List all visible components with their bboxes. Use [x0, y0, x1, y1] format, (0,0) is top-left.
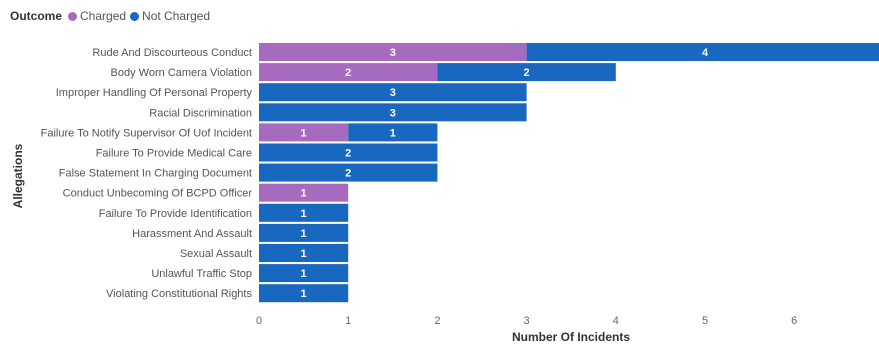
data-label-not-charged-false-statement-in-charging-document: 2: [345, 168, 351, 180]
legend-title: Outcome: [10, 9, 63, 23]
bar-not-charged-failure-to-provide-medical-care[interactable]: [259, 143, 438, 162]
bar-not-charged-body-worn-camera-violation[interactable]: [437, 63, 616, 82]
legend-label-not-charged: Not Charged: [142, 9, 211, 23]
bars-group: 3 4 2 2 3 3 1 1 2 2 1 1 1 1 1 1: [259, 43, 879, 303]
data-label-not-charged-harassment-and-assault: 1: [301, 228, 307, 240]
data-label-charged-body-worn-camera-violation: 2: [345, 67, 351, 79]
legend-label-charged: Charged: [80, 9, 127, 23]
bar-not-charged-harassment-and-assault[interactable]: [259, 223, 349, 242]
category-label-unlawful-traffic-stop: Unlawful Traffic Stop: [151, 268, 252, 280]
bar-charged-conduct-unbecoming-of-bcpd-officer[interactable]: [259, 183, 349, 202]
bar-not-charged-violating-constitutional-rights[interactable]: [259, 284, 349, 303]
bar-not-charged-failure-to-provide-identification[interactable]: [259, 203, 349, 222]
data-label-not-charged-rude-and-discourteous-conduct: 4: [702, 47, 709, 59]
legend-item-not-charged[interactable]: Not Charged: [130, 9, 210, 23]
data-label-not-charged-unlawful-traffic-stop: 1: [301, 268, 307, 280]
legend-item-charged[interactable]: Charged: [68, 9, 126, 23]
bar-not-charged-failure-to-notify-supervisor-of-uof-incident[interactable]: [348, 123, 438, 142]
bar-not-charged-racial-discrimination[interactable]: [259, 103, 527, 122]
data-label-not-charged-failure-to-provide-medical-care: 2: [345, 148, 351, 160]
bar-not-charged-sexual-assault[interactable]: [259, 244, 349, 262]
category-label-false-statement-in-charging-document: False Statement In Charging Document: [59, 168, 252, 180]
bar-not-charged-rude-and-discourteous-conduct[interactable]: [526, 43, 879, 61]
data-label-not-charged-failure-to-notify-supervisor-of-uof-incident: 1: [390, 127, 396, 139]
legend: Outcome Charged Not Charged: [10, 7, 214, 25]
category-label-body-worn-camera-violation: Body Worn Camera Violation: [111, 67, 252, 79]
category-labels: Rude And Discourteous Conduct Body Worn C…: [41, 47, 253, 300]
x-tick-label-3: 3: [524, 315, 530, 327]
data-label-not-charged-improper-handling-of-personal-property: 3: [390, 87, 396, 99]
category-label-sexual-assault: Sexual Assault: [180, 248, 252, 260]
data-label-not-charged-racial-discrimination: 3: [390, 107, 396, 119]
category-label-failure-to-provide-medical-care: Failure To Provide Medical Care: [96, 148, 252, 160]
x-axis-title: Number Of Incidents: [512, 330, 630, 344]
category-label-harassment-and-assault: Harassment And Assault: [132, 228, 252, 240]
data-label-not-charged-body-worn-camera-violation: 2: [524, 67, 530, 79]
bar-not-charged-false-statement-in-charging-document[interactable]: [259, 163, 438, 182]
category-label-improper-handling-of-personal-property: Improper Handling Of Personal Property: [56, 87, 253, 99]
category-label-rude-and-discourteous-conduct: Rude And Discourteous Conduct: [92, 47, 252, 59]
x-tick-label-4: 4: [613, 315, 619, 327]
x-tick-label-1: 1: [345, 315, 351, 327]
x-tick-label-5: 5: [702, 315, 708, 327]
data-label-charged-failure-to-notify-supervisor-of-uof-incident: 1: [301, 127, 307, 139]
bar-not-charged-unlawful-traffic-stop[interactable]: [259, 264, 349, 283]
legend-charged-dot-icon: [68, 11, 78, 21]
category-label-violating-constitutional-rights: Violating Constitutional Rights: [106, 288, 252, 300]
bar-charged-rude-and-discourteous-conduct[interactable]: [259, 43, 527, 61]
data-label-not-charged-violating-constitutional-rights: 1: [301, 288, 307, 300]
data-label-not-charged-sexual-assault: 1: [301, 248, 307, 260]
category-label-failure-to-provide-identification: Failure To Provide Identification: [99, 208, 252, 220]
x-tick-label-2: 2: [434, 315, 440, 327]
data-label-not-charged-failure-to-provide-identification: 1: [301, 208, 307, 220]
y-axis-title: Allegations: [11, 143, 25, 208]
legend-not-charged-dot-icon: [130, 11, 140, 21]
x-tick-label-0: 0: [256, 315, 262, 327]
x-axis-ticks: 0 1 2 3 4 5 6: [256, 315, 797, 327]
category-label-failure-to-notify-supervisor-of-uof-incident: Failure To Notify Supervisor Of Uof Inci…: [41, 127, 252, 139]
data-label-charged-rude-and-discourteous-conduct: 3: [390, 47, 396, 59]
x-tick-label-6: 6: [791, 315, 797, 327]
bar-charged-body-worn-camera-violation[interactable]: [259, 63, 438, 82]
bar-charged-failure-to-notify-supervisor-of-uof-incident[interactable]: [259, 123, 349, 142]
data-label-charged-conduct-unbecoming-of-bcpd-officer: 1: [301, 188, 307, 200]
category-label-conduct-unbecoming-of-bcpd-officer: Conduct Unbecoming Of BCPD Officer: [63, 188, 253, 200]
category-label-racial-discrimination: Racial Discrimination: [149, 107, 252, 119]
bar-not-charged-improper-handling-of-personal-property[interactable]: [259, 83, 527, 102]
